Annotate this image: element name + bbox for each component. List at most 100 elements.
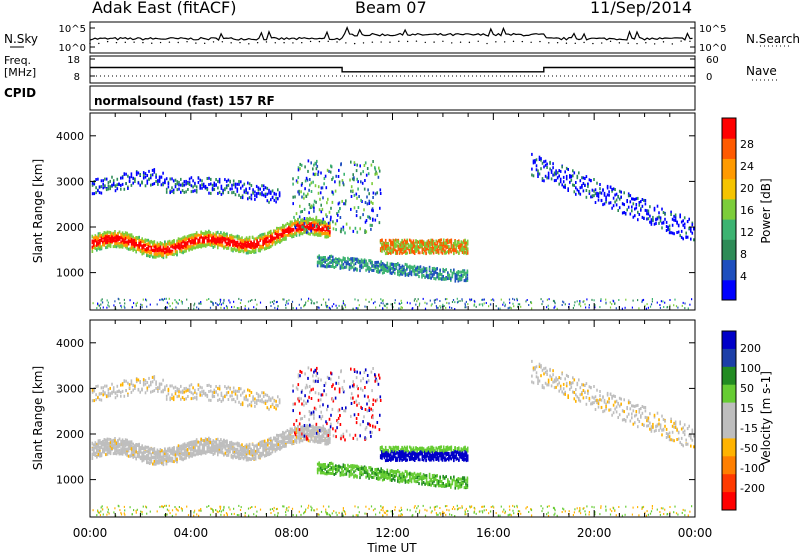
- data-cell: [109, 450, 112, 454]
- data-cell: [285, 237, 287, 241]
- data-cell: [241, 196, 244, 200]
- data-cell: [96, 243, 98, 247]
- data-cell: [450, 241, 453, 245]
- data-cell: [212, 232, 215, 236]
- data-cell: [232, 240, 234, 244]
- data-cell: [100, 446, 103, 450]
- data-cell: [359, 216, 362, 220]
- data-cell: [353, 268, 355, 272]
- data-cell: [97, 232, 100, 236]
- data-cell: [641, 300, 643, 303]
- data-cell: [322, 232, 325, 235]
- data-cell: [567, 187, 569, 191]
- data-cell: [606, 193, 609, 197]
- data-cell: [572, 169, 574, 173]
- data-cell: [421, 239, 424, 243]
- data-cell: [247, 240, 249, 244]
- data-cell: [135, 173, 138, 177]
- data-cell: [578, 189, 580, 193]
- data-cell: [456, 272, 458, 276]
- data-cell: [132, 452, 134, 456]
- data-cell: [112, 438, 115, 442]
- data-cell: [591, 188, 594, 192]
- data-cell: [277, 229, 280, 233]
- data-cell: [155, 175, 157, 179]
- data-cell: [348, 263, 351, 266]
- data-cell: [257, 243, 260, 247]
- data-cell: [155, 255, 157, 259]
- data-cell: [172, 191, 175, 195]
- data-cell: [435, 249, 437, 253]
- data-cell: [682, 237, 684, 241]
- data-cell: [191, 444, 193, 448]
- data-cell: [187, 307, 190, 310]
- velocity-data: [91, 359, 695, 517]
- data-cell: [371, 264, 373, 268]
- data-cell: [426, 245, 429, 249]
- data-cell: [240, 195, 242, 199]
- data-cell: [101, 298, 103, 301]
- data-cell: [431, 242, 434, 246]
- data-cell: [291, 222, 293, 226]
- data-cell: [567, 168, 569, 171]
- data-cell: [421, 251, 424, 254]
- data-cell: [386, 263, 389, 267]
- data-cell: [597, 198, 600, 202]
- data-cell: [155, 462, 157, 466]
- data-cell: [443, 305, 445, 307]
- data-cell: [408, 244, 411, 248]
- data-cell: [312, 172, 315, 176]
- data-cell: [112, 236, 115, 240]
- data-cell: [209, 242, 212, 246]
- data-cell: [165, 250, 168, 254]
- data-cell: [427, 250, 430, 254]
- data-cell: [99, 234, 101, 238]
- data-cell: [194, 236, 196, 240]
- data-cell: [194, 302, 196, 305]
- data-cell: [680, 235, 683, 239]
- data-cell: [119, 302, 121, 305]
- data-cell: [301, 221, 304, 225]
- data-cell: [417, 251, 420, 255]
- data-cell: [248, 238, 251, 242]
- data-cell: [124, 302, 126, 305]
- data-cell: [170, 448, 172, 452]
- data-cell: [578, 171, 580, 175]
- data-cell: [105, 246, 107, 250]
- data-cell: [270, 190, 272, 194]
- data-cell: [265, 237, 267, 241]
- data-cell: [464, 302, 466, 305]
- data-cell: [170, 250, 172, 254]
- data-cell: [227, 245, 230, 249]
- data-cell: [244, 240, 246, 244]
- data-cell: [331, 178, 333, 181]
- data-cell: [188, 234, 190, 238]
- data-cell: [687, 307, 689, 310]
- data-cell: [670, 213, 672, 216]
- data-cell: [224, 244, 227, 248]
- data-cell: [192, 246, 195, 250]
- data-cell: [182, 246, 184, 250]
- data-cell: [238, 193, 240, 197]
- data-cell: [253, 250, 255, 254]
- data-cell: [224, 232, 227, 236]
- data-cell: [400, 272, 402, 276]
- data-cell: [103, 231, 106, 235]
- data-cell: [446, 301, 448, 304]
- data-cell: [253, 237, 255, 241]
- data-cell: [268, 245, 271, 249]
- data-cell: [303, 230, 305, 234]
- data-cell: [488, 305, 490, 308]
- data-cell: [374, 300, 376, 303]
- data-cell: [313, 206, 315, 210]
- data-cell: [208, 450, 210, 453]
- data-cell: [316, 301, 318, 304]
- data-cell: [624, 211, 627, 215]
- data-cell: [335, 174, 337, 178]
- data-cell: [155, 246, 157, 250]
- data-cell: [141, 249, 143, 253]
- data-cell: [415, 239, 417, 243]
- data-cell: [403, 238, 406, 242]
- data-cell: [356, 196, 358, 200]
- data-cell: [262, 240, 264, 244]
